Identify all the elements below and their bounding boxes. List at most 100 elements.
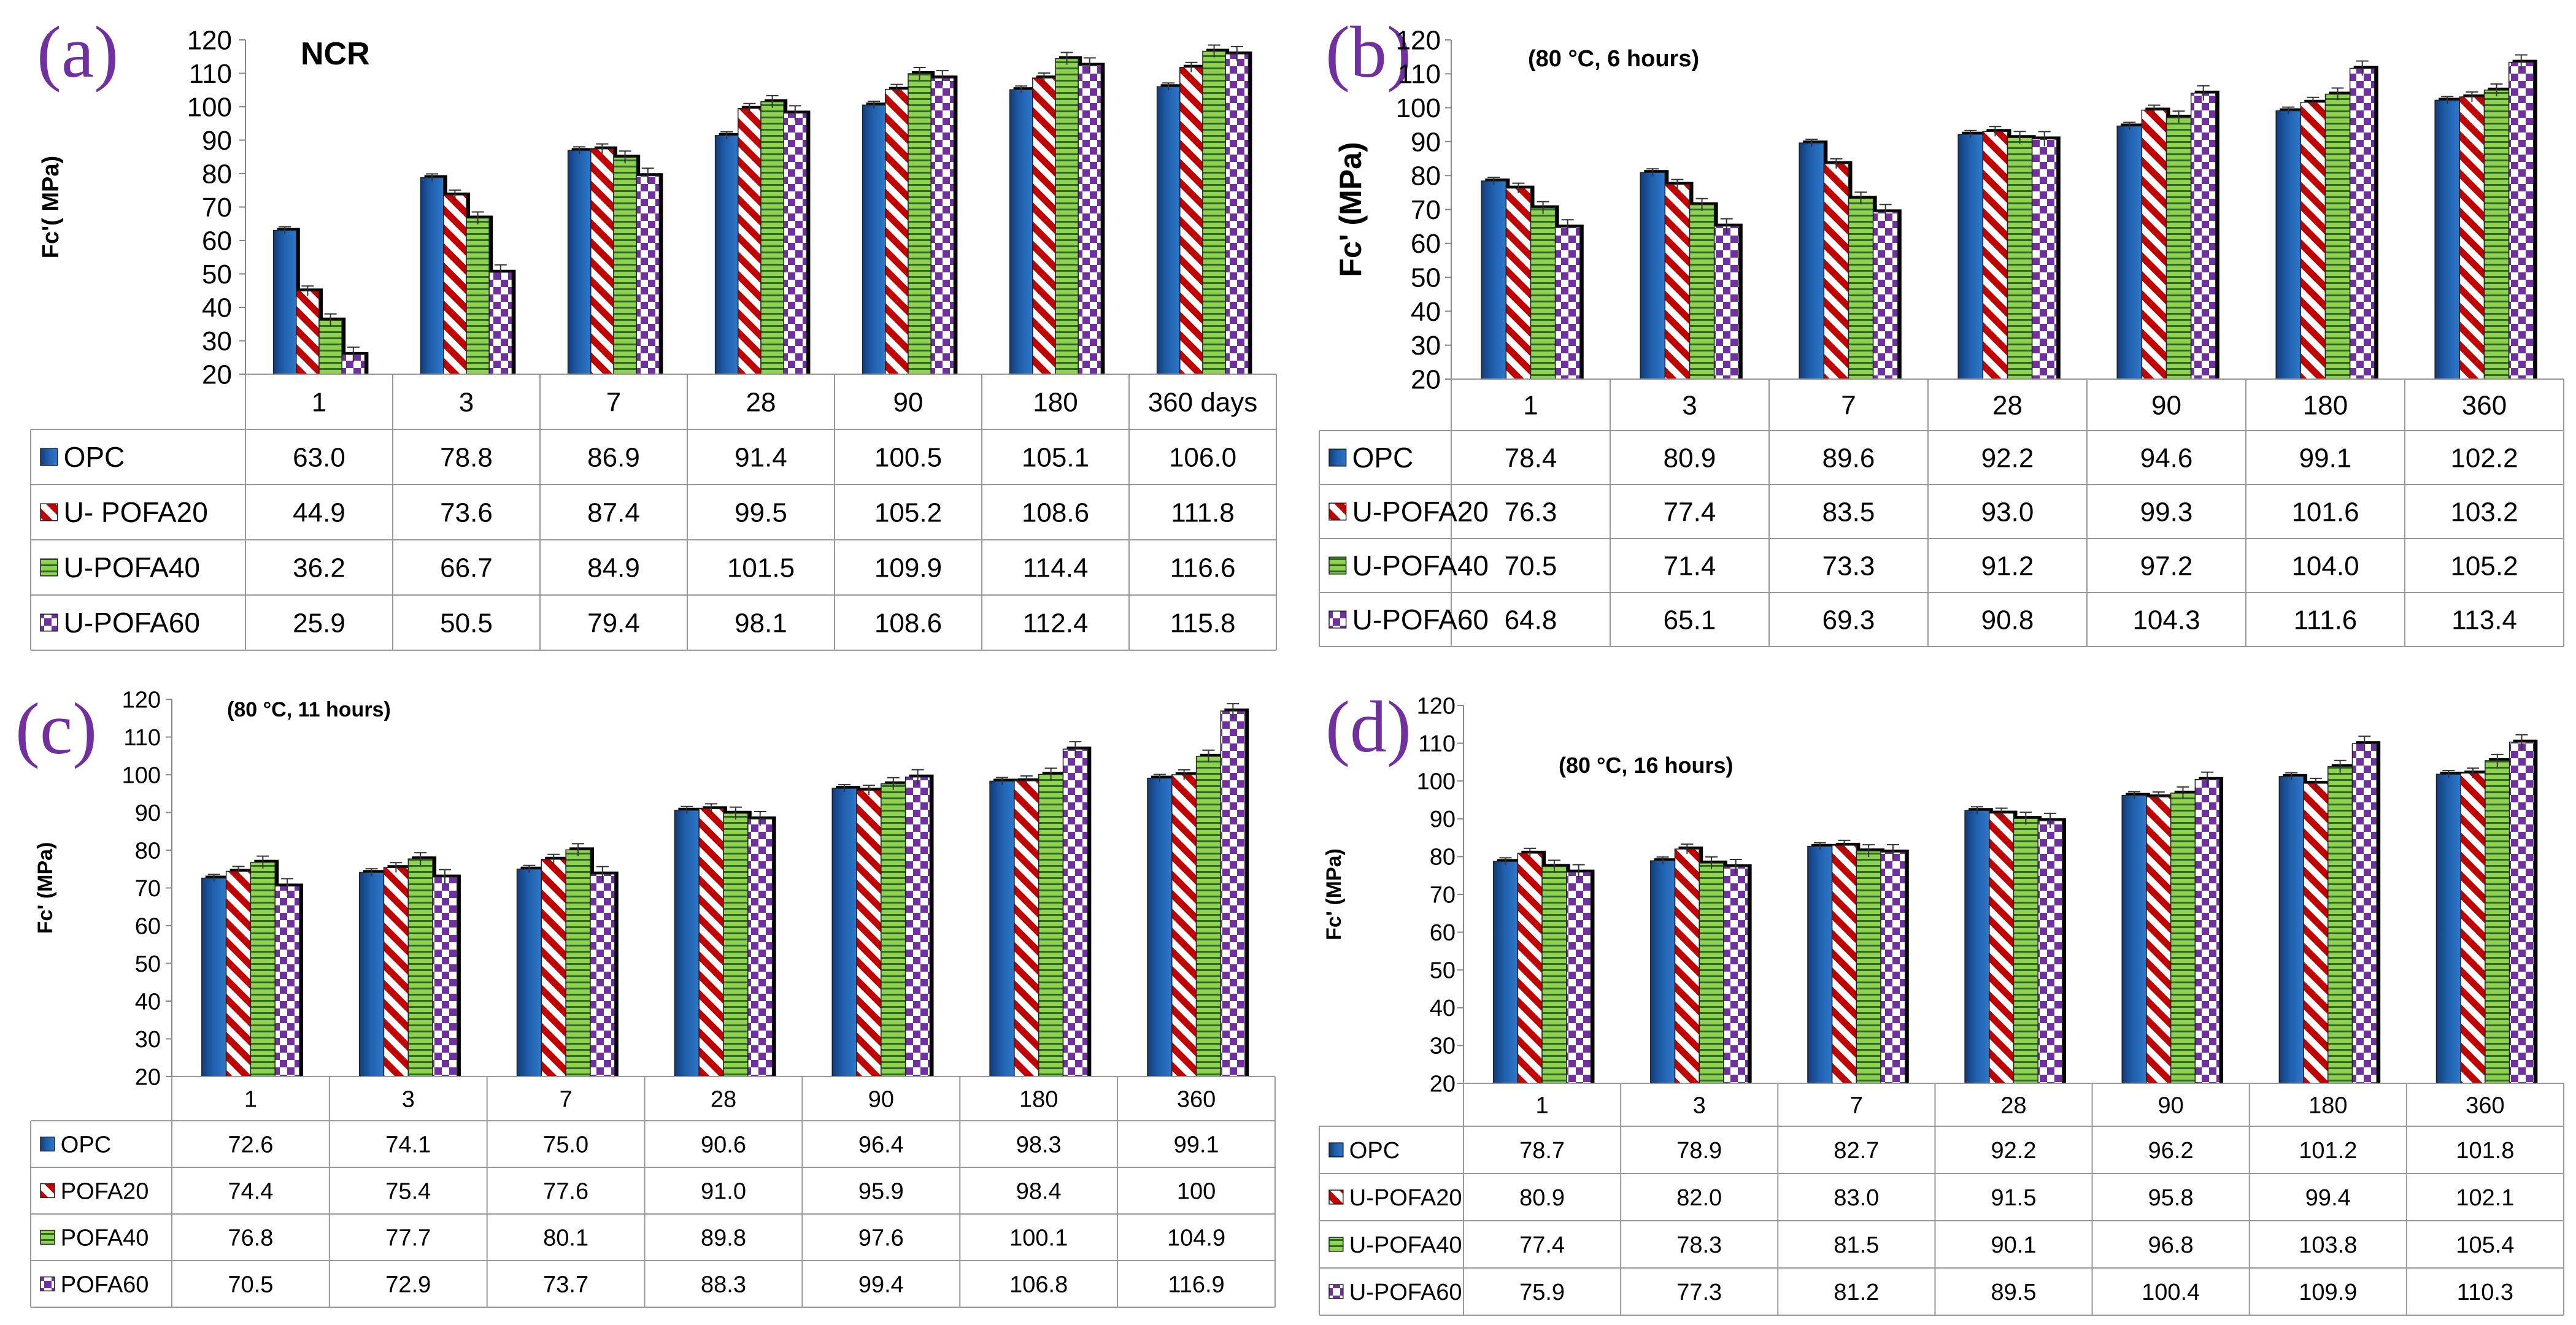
- table-cell: 108.6: [1022, 497, 1089, 528]
- table-cell: 72.6: [228, 1132, 273, 1158]
- bar: [1640, 172, 1666, 380]
- table-cell: 44.9: [293, 497, 345, 528]
- table-cell: 80.1: [543, 1225, 588, 1251]
- legend-swatch: [40, 1276, 55, 1292]
- table-cell: 97.6: [858, 1225, 904, 1251]
- y-tick-label: 50: [1430, 958, 1456, 984]
- legend-label: OPC: [1352, 442, 1414, 474]
- table-cell: 99.4: [2305, 1185, 2351, 1211]
- bar: [783, 112, 808, 375]
- category-label: 3: [1682, 390, 1697, 420]
- table-cell: 89.5: [1991, 1280, 2037, 1305]
- category-label: 360: [1177, 1086, 1216, 1112]
- bar: [862, 104, 886, 375]
- bar: [1699, 862, 1724, 1084]
- panel-label: (d): [1325, 686, 1411, 767]
- legend-label: POFA60: [61, 1272, 149, 1297]
- table-cell: 99.3: [2140, 497, 2193, 527]
- y-axis-label: Fc' (MPa): [1333, 142, 1368, 277]
- category-label: 7: [606, 387, 621, 417]
- bar: [738, 107, 762, 375]
- bar: [407, 858, 433, 1077]
- table-cell: 109.9: [874, 553, 942, 583]
- y-tick-label: 60: [1430, 920, 1456, 946]
- category-label: 28: [2000, 1093, 2026, 1118]
- table-cell: 79.4: [587, 608, 640, 638]
- bar: [2485, 760, 2510, 1084]
- table-cell: 100.1: [1009, 1225, 1068, 1251]
- table-cell: 69.3: [1822, 605, 1875, 635]
- chart-c: (c) (80 °C, 11 hours) Fc' (MPa) 20 30 40 50 60 7…: [15, 687, 1276, 1308]
- chart-title: NCR: [301, 36, 370, 72]
- bar: [358, 872, 385, 1077]
- legend-swatch: [40, 1183, 55, 1199]
- bar: [1147, 777, 1173, 1077]
- table-cell: 98.3: [1016, 1132, 1062, 1158]
- bar: [2303, 783, 2329, 1084]
- bar: [1650, 860, 1676, 1084]
- bar: [1674, 848, 1700, 1084]
- table-cell: 100: [1177, 1178, 1216, 1204]
- legend-label: POFA40: [61, 1225, 149, 1251]
- bar: [567, 150, 592, 375]
- bar: [1032, 77, 1056, 375]
- bar: [2013, 818, 2038, 1084]
- y-tick-label: 110: [1398, 60, 1441, 90]
- table-cell: 77.7: [385, 1225, 431, 1251]
- category-label: 180: [2303, 390, 2348, 420]
- table-cell: 105.2: [2450, 551, 2518, 581]
- table-cell: 101.5: [727, 553, 795, 583]
- table-cell: 96.8: [2148, 1232, 2194, 1258]
- table-cell: 77.4: [1664, 497, 1716, 527]
- table-cell: 80.9: [1519, 1185, 1565, 1211]
- bar: [1856, 850, 1881, 1084]
- table-cell: 70.5: [1505, 551, 1557, 581]
- bar: [904, 776, 931, 1077]
- category-label: 1: [244, 1086, 257, 1112]
- table-cell: 96.4: [858, 1132, 904, 1158]
- bar: [2435, 774, 2461, 1084]
- bar: [1880, 851, 1906, 1084]
- y-tick-label: 70: [135, 876, 161, 902]
- table-cell: 111.6: [2294, 605, 2358, 635]
- y-tick-label: 120: [1417, 693, 1456, 719]
- table-cell: 104.0: [2291, 551, 2359, 581]
- bar: [2116, 125, 2143, 380]
- legend-swatch: [40, 448, 58, 466]
- table-cell: 76.8: [228, 1225, 273, 1251]
- table-cell: 101.6: [2291, 497, 2359, 527]
- bar: [420, 177, 444, 375]
- table-cell: 77.3: [1676, 1280, 1722, 1305]
- table-cell: 116.6: [1170, 553, 1236, 583]
- table-cell: 91.0: [701, 1178, 746, 1204]
- table-cell: 87.4: [587, 497, 640, 528]
- bar: [2190, 93, 2216, 380]
- table-cell: 95.9: [858, 1178, 904, 1204]
- table-cell: 104.3: [2132, 605, 2200, 635]
- bar: [885, 88, 909, 375]
- legend-label: U-POFA40: [64, 551, 200, 583]
- table-cell: 64.8: [1505, 605, 1557, 635]
- y-tick-label: 100: [122, 762, 161, 788]
- table-cell: 105.1: [1022, 442, 1089, 472]
- category-label: 1: [1536, 1093, 1549, 1118]
- table-cell: 75.4: [385, 1178, 431, 1204]
- bar: [1195, 756, 1222, 1077]
- category-label: 360: [2462, 390, 2507, 420]
- y-tick-label: 110: [189, 59, 232, 89]
- bar: [2300, 102, 2326, 380]
- table-cell: 98.4: [1016, 1178, 1062, 1204]
- y-tick-label: 40: [135, 989, 161, 1015]
- table-cell: 88.3: [701, 1272, 746, 1297]
- legend-label: OPC: [1349, 1138, 1400, 1164]
- bar: [2007, 137, 2033, 380]
- table-cell: 91.4: [735, 442, 787, 472]
- bar: [1848, 198, 1874, 380]
- y-tick-label: 40: [1411, 297, 1441, 327]
- legend-swatch: [40, 1229, 55, 1245]
- category-label: 3: [402, 1086, 415, 1112]
- category-label: 90: [2158, 1093, 2184, 1118]
- category-label: 90: [2151, 390, 2181, 420]
- bar: [747, 818, 773, 1077]
